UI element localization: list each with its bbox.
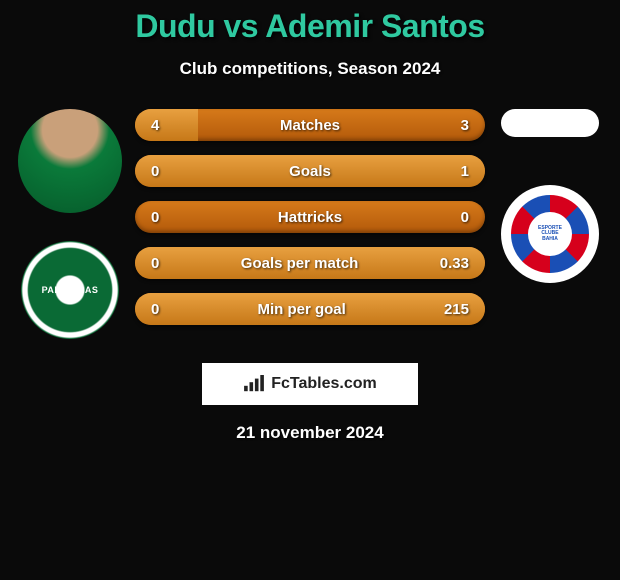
comparison-card: Dudu vs Ademir Santos Club competitions,…: [0, 0, 620, 443]
club-badge-palmeiras: [21, 241, 119, 339]
stat-label: Goals per match: [241, 255, 359, 272]
stat-row-min-per-goal: 0 Min per goal 215: [135, 293, 485, 325]
stat-right-value: 3: [461, 117, 469, 134]
stat-right-value: 0: [461, 209, 469, 226]
stat-row-hattricks: 0 Hattricks 0: [135, 201, 485, 233]
stat-left-value: 4: [151, 117, 159, 134]
main-row: 4 Matches 3 0 Goals 1 0 Hattricks 0 0 Go…: [0, 109, 620, 339]
stat-fill-left: [135, 109, 198, 141]
stat-label: Goals: [289, 163, 331, 180]
player-avatar-right-placeholder: [501, 109, 599, 137]
stat-right-value: 215: [444, 301, 469, 318]
generated-date: 21 november 2024: [0, 423, 620, 443]
source-attribution: FcTables.com: [202, 363, 418, 405]
stat-row-matches: 4 Matches 3: [135, 109, 485, 141]
stat-row-goals: 0 Goals 1: [135, 155, 485, 187]
page-subtitle: Club competitions, Season 2024: [0, 59, 620, 79]
bar-chart-icon: [243, 375, 265, 393]
page-title: Dudu vs Ademir Santos: [0, 8, 620, 45]
stats-column: 4 Matches 3 0 Goals 1 0 Hattricks 0 0 Go…: [135, 109, 485, 325]
stat-label: Min per goal: [257, 301, 345, 318]
left-player-column: [15, 109, 125, 339]
player-photo-placeholder: [18, 109, 122, 213]
stat-label: Matches: [280, 117, 340, 134]
stat-right-value: 1: [461, 163, 469, 180]
bahia-badge-center: ESPORTECLUBEBAHIA: [528, 212, 572, 256]
source-label: FcTables.com: [271, 375, 377, 393]
stat-left-value: 0: [151, 209, 159, 226]
stat-left-value: 0: [151, 163, 159, 180]
stat-row-goals-per-match: 0 Goals per match 0.33: [135, 247, 485, 279]
bahia-badge-ring: ESPORTECLUBEBAHIA: [511, 195, 589, 273]
right-player-column: ESPORTECLUBEBAHIA: [495, 109, 605, 283]
stat-right-value: 0.33: [440, 255, 469, 272]
player-avatar-left: [18, 109, 122, 213]
stat-left-value: 0: [151, 255, 159, 272]
stat-label: Hattricks: [278, 209, 342, 226]
stat-left-value: 0: [151, 301, 159, 318]
club-badge-bahia: ESPORTECLUBEBAHIA: [501, 185, 599, 283]
